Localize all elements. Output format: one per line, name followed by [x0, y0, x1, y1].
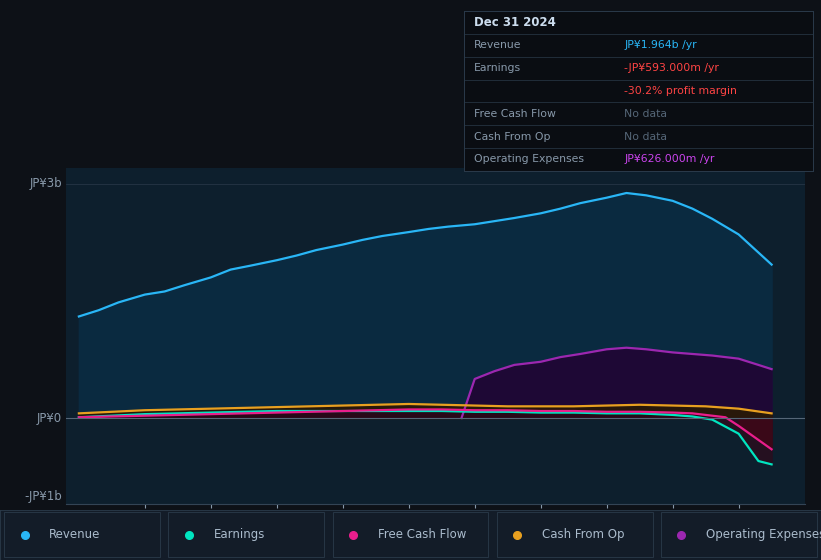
Text: JP¥3b: JP¥3b [30, 177, 62, 190]
Text: Earnings: Earnings [213, 528, 265, 542]
Text: Revenue: Revenue [475, 40, 522, 50]
Text: No data: No data [624, 132, 667, 142]
Text: JP¥0: JP¥0 [37, 412, 62, 424]
Text: JP¥1.964b /yr: JP¥1.964b /yr [624, 40, 697, 50]
Text: -JP¥1b: -JP¥1b [25, 489, 62, 503]
Text: Dec 31 2024: Dec 31 2024 [475, 16, 556, 29]
Text: Cash From Op: Cash From Op [542, 528, 624, 542]
Text: Revenue: Revenue [49, 528, 101, 542]
Text: Operating Expenses: Operating Expenses [475, 155, 585, 165]
Text: Cash From Op: Cash From Op [475, 132, 551, 142]
Text: Earnings: Earnings [475, 63, 521, 73]
Text: Free Cash Flow: Free Cash Flow [378, 528, 466, 542]
Text: Free Cash Flow: Free Cash Flow [475, 109, 556, 119]
Text: -30.2% profit margin: -30.2% profit margin [624, 86, 737, 96]
Text: Operating Expenses: Operating Expenses [706, 528, 821, 542]
Text: No data: No data [624, 109, 667, 119]
Text: JP¥626.000m /yr: JP¥626.000m /yr [624, 155, 715, 165]
Text: -JP¥593.000m /yr: -JP¥593.000m /yr [624, 63, 719, 73]
